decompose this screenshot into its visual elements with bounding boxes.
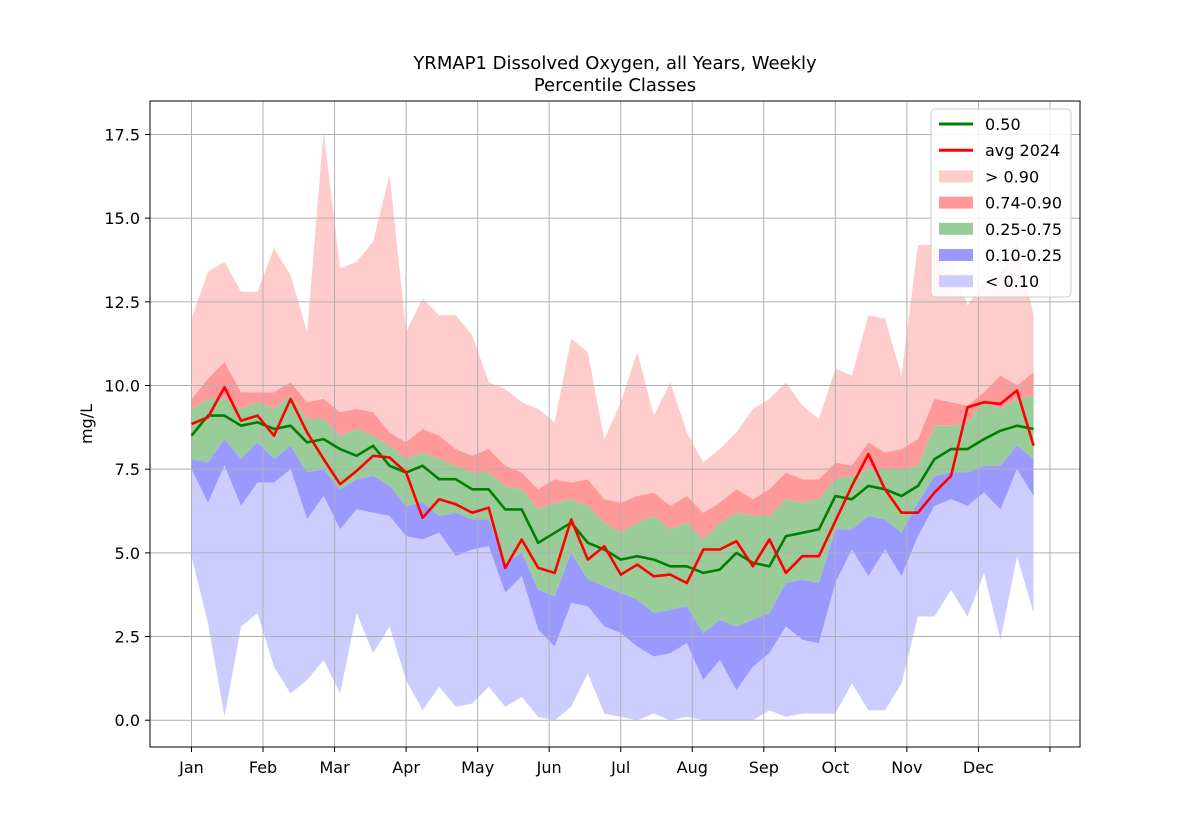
x-axis: Jan Feb Mar Apr May Jun Jul Aug Sep Oct Nov Dec <box>178 747 1051 777</box>
x-tick-label-4: May <box>461 758 494 777</box>
series-line-0 <box>190 414 1034 575</box>
y-axis: 0.0 2.5 5.0 7.5 10.0 12.5 15.0 17.5 <box>104 125 150 730</box>
y-tick-label-5: 12.5 <box>104 293 140 312</box>
legend-swatch-2 <box>939 170 973 183</box>
x-tick-label-3: Apr <box>392 758 420 777</box>
chart-subtitle: Percentile Classes <box>534 75 696 96</box>
legend-label-4: 0.25-0.75 <box>985 220 1062 239</box>
x-tick-label-0: Jan <box>178 758 204 777</box>
legend-label-0: 0.50 <box>985 115 1021 134</box>
legend-swatch-3 <box>939 196 973 209</box>
x-tick-label-5: Jun <box>536 758 562 777</box>
legend-label-6: < 0.10 <box>985 272 1039 291</box>
legend-label-2: > 0.90 <box>985 167 1039 186</box>
y-tick-label-6: 15.0 <box>104 209 140 228</box>
band-3 <box>191 439 1034 691</box>
x-tick-label-11: Dec <box>963 758 994 777</box>
legend-swatch-6 <box>939 275 973 288</box>
plot-frame <box>149 100 1081 748</box>
legend-swatch-5 <box>939 249 973 261</box>
y-tick-label-0: 0.0 <box>115 711 140 730</box>
legend: 0.50 avg 2024 > 0.90 0.74-0.90 0.25-0.75 0.10… <box>930 108 1072 298</box>
x-tick-label-1: Feb <box>249 758 277 777</box>
x-tick-label-8: Sep <box>749 758 779 777</box>
y-axis-label: mg/L <box>77 404 96 444</box>
band-2 <box>191 395 1034 634</box>
y-tick-label-1: 2.5 <box>115 628 140 647</box>
y-tick-label-7: 17.5 <box>104 125 140 144</box>
x-tick-label-9: Oct <box>822 758 850 777</box>
legend-label-1: avg 2024 <box>985 141 1060 160</box>
percentile-bands <box>191 131 1034 721</box>
band-0 <box>191 131 1034 513</box>
legend-swatch-4 <box>939 222 973 235</box>
x-tick-label-6: Jul <box>610 758 630 777</box>
series-lines <box>190 385 1035 585</box>
x-tick-label-2: Mar <box>319 758 350 777</box>
x-tick-label-7: Aug <box>677 758 708 777</box>
y-tick-label-3: 7.5 <box>115 460 140 479</box>
band-1 <box>191 362 1034 540</box>
x-tick-label-10: Nov <box>891 758 922 777</box>
legend-label-5: 0.10-0.25 <box>985 246 1062 265</box>
series-line-1 <box>191 385 1035 585</box>
legend-label-3: 0.74-0.90 <box>985 194 1062 213</box>
y-tick-label-2: 5.0 <box>115 544 140 563</box>
y-tick-label-4: 10.0 <box>104 377 140 396</box>
band-4 <box>191 465 1034 721</box>
chart-title: YRMAP1 Dissolved Oxygen, all Years, Week… <box>412 53 817 74</box>
